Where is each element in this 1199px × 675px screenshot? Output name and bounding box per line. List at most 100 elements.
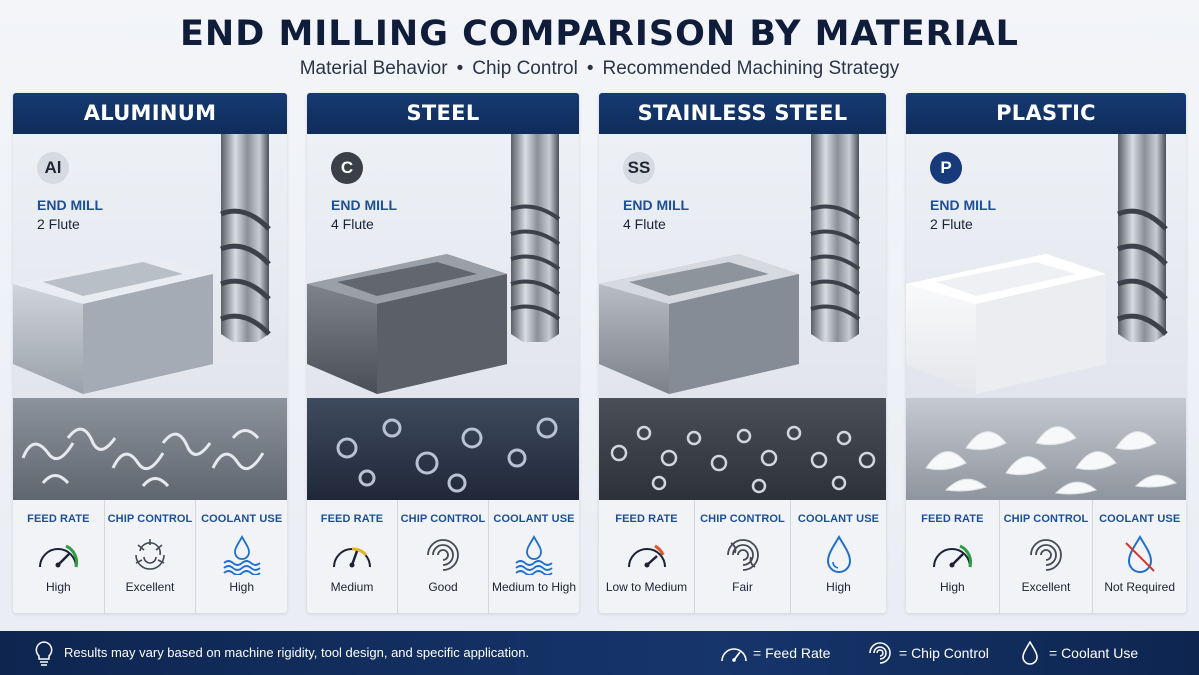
card-title: STEEL <box>307 93 579 134</box>
footer-bar: Results may vary based on machine rigidi… <box>0 631 1199 675</box>
coolant-use-metric: COOLANT USE High <box>790 500 886 613</box>
metrics-row: FEED RATE High CHIP CONTROL Excellent CO… <box>13 500 287 613</box>
gauge-icon <box>627 544 666 568</box>
legend-chip-control: = Chip Control <box>865 641 989 665</box>
subtitle-separator: • <box>586 58 594 79</box>
plastic-block-image <box>906 254 1106 394</box>
chip-control-metric: CHIP CONTROL Excellent <box>103 500 196 613</box>
subtitle-chip-control: Chip Control <box>472 58 578 79</box>
legend-coolant-use: = Coolant Use <box>1015 641 1138 665</box>
feed-rate-label: FEED RATE <box>921 513 984 525</box>
coolant-use-label: COOLANT USE <box>493 513 575 525</box>
feed-rate-value: High <box>45 580 71 594</box>
end-mill-image <box>1117 134 1168 342</box>
flute-count: 4 Flute <box>331 216 374 232</box>
water-drop-icon <box>826 535 851 573</box>
chip-control-value: Fair <box>732 580 753 594</box>
gauge-icon <box>721 648 747 662</box>
page-title: END MILLING COMPARISON BY MATERIAL <box>180 14 1019 54</box>
plastic-chips-image <box>906 398 1186 500</box>
footer-note: Results may vary based on machine rigidi… <box>64 645 530 660</box>
card-title: PLASTIC <box>906 93 1186 134</box>
stainless-block-image <box>599 254 799 394</box>
card-aluminum: ALUMINUM Al END MILL 2 Flute FEED <box>13 93 287 613</box>
coolant-use-value: Not Required <box>1104 580 1176 594</box>
chip-control-label: CHIP CONTROL <box>107 513 193 525</box>
coolant-use-metric: COOLANT USE High <box>195 500 287 613</box>
chip-swirl-icon <box>869 642 891 664</box>
tool-type: END MILL <box>930 197 997 213</box>
coolant-waves-icon <box>223 535 261 575</box>
chip-swirl-icon <box>726 539 759 571</box>
material-symbol-badge: SS <box>623 152 655 184</box>
chip-swirl-icon <box>1030 539 1062 571</box>
coolant-use-label: COOLANT USE <box>1099 513 1181 525</box>
metrics-row: FEED RATE Low to Medium CHIP CONTROL Fai… <box>599 500 886 613</box>
chip-swirl-icon <box>427 539 459 571</box>
feed-rate-label: FEED RATE <box>27 513 90 525</box>
page-subtitle: Material Behavior • Chip Control • Recommend… <box>0 58 1199 80</box>
subtitle-material-behavior: Material Behavior <box>299 58 448 79</box>
subtitle-separator: • <box>456 58 464 79</box>
card-steel: STEEL C END MILL 4 Flute FEED RATE <box>307 93 579 613</box>
coolant-use-metric: COOLANT USE Not Required <box>1092 500 1186 613</box>
aluminum-chips-image <box>13 398 287 500</box>
coolant-use-label: COOLANT USE <box>797 513 880 525</box>
lightbulb-icon <box>35 641 53 666</box>
card-stainless-steel: STAINLESS STEEL SS END MILL 4 Flute <box>599 93 886 613</box>
chip-control-label: CHIP CONTROL <box>700 513 785 525</box>
flute-count: 2 Flute <box>37 216 80 232</box>
gauge-icon <box>933 544 973 568</box>
feed-rate-metric: FEED RATE High <box>13 500 104 613</box>
chip-control-metric: CHIP CONTROL Fair <box>694 500 790 613</box>
tool-type: END MILL <box>623 197 690 213</box>
feed-rate-metric: FEED RATE High <box>906 500 999 613</box>
feed-rate-metric: FEED RATE Low to Medium <box>599 500 694 613</box>
gauge-icon <box>333 547 371 568</box>
feed-rate-label: FEED RATE <box>615 513 678 525</box>
subtitle-strategy: Recommended Machining Strategy <box>602 58 900 79</box>
coolant-use-metric: COOLANT USE Medium to High <box>488 500 579 613</box>
feed-rate-value: Low to Medium <box>605 580 688 594</box>
metrics-row: FEED RATE Medium CHIP CONTROL Good COOLA… <box>307 500 579 613</box>
legend-chip-control-text: = Chip Control <box>899 645 989 661</box>
tool-type: END MILL <box>37 197 104 213</box>
flute-count: 4 Flute <box>623 216 666 232</box>
chip-control-value: Good <box>428 580 458 594</box>
chip-control-value: Excellent <box>125 580 175 594</box>
steel-block-image <box>307 254 507 394</box>
hero-area: C END MILL 4 Flute <box>307 134 579 398</box>
coolant-waves-icon <box>515 535 553 575</box>
card-plastic: PLASTIC P END MILL 2 Flute <box>906 93 1186 613</box>
hero-area: Al END MILL 2 Flute <box>13 134 287 398</box>
gauge-icon <box>39 544 79 568</box>
flute-count: 2 Flute <box>930 216 973 232</box>
chip-swirl-icon <box>135 539 165 570</box>
end-mill-image <box>810 134 861 342</box>
chip-control-metric: CHIP CONTROL Good <box>397 500 488 613</box>
coolant-use-label: COOLANT USE <box>201 513 283 525</box>
feed-rate-label: FEED RATE <box>320 513 384 525</box>
chip-control-label: CHIP CONTROL <box>400 513 486 525</box>
feed-rate-metric: FEED RATE Medium <box>307 500 397 613</box>
coolant-use-value: High <box>826 580 851 594</box>
hero-area: SS END MILL 4 Flute <box>599 134 886 398</box>
chip-control-label: CHIP CONTROL <box>1003 513 1089 525</box>
legend-feed-rate-text: = Feed Rate <box>753 645 831 661</box>
coolant-use-value: High <box>229 580 255 594</box>
steel-chips-image <box>307 398 579 500</box>
legend-feed-rate: = Feed Rate <box>719 641 830 665</box>
no-coolant-icon <box>1124 535 1155 573</box>
metrics-row: FEED RATE High CHIP CONTROL Excellent CO… <box>906 500 1186 613</box>
card-title: STAINLESS STEEL <box>599 93 886 134</box>
material-symbol-badge: Al <box>37 152 69 184</box>
end-mill-image <box>220 134 271 342</box>
hero-area: P END MILL 2 Flute <box>906 134 1186 398</box>
end-mill-image <box>510 134 561 342</box>
tool-type: END MILL <box>331 197 398 213</box>
stainless-chips-image <box>599 398 886 500</box>
feed-rate-value: High <box>939 580 965 594</box>
material-symbol-badge: P <box>930 152 962 184</box>
aluminum-block-image <box>13 254 213 394</box>
material-symbol-badge: C <box>331 152 363 184</box>
